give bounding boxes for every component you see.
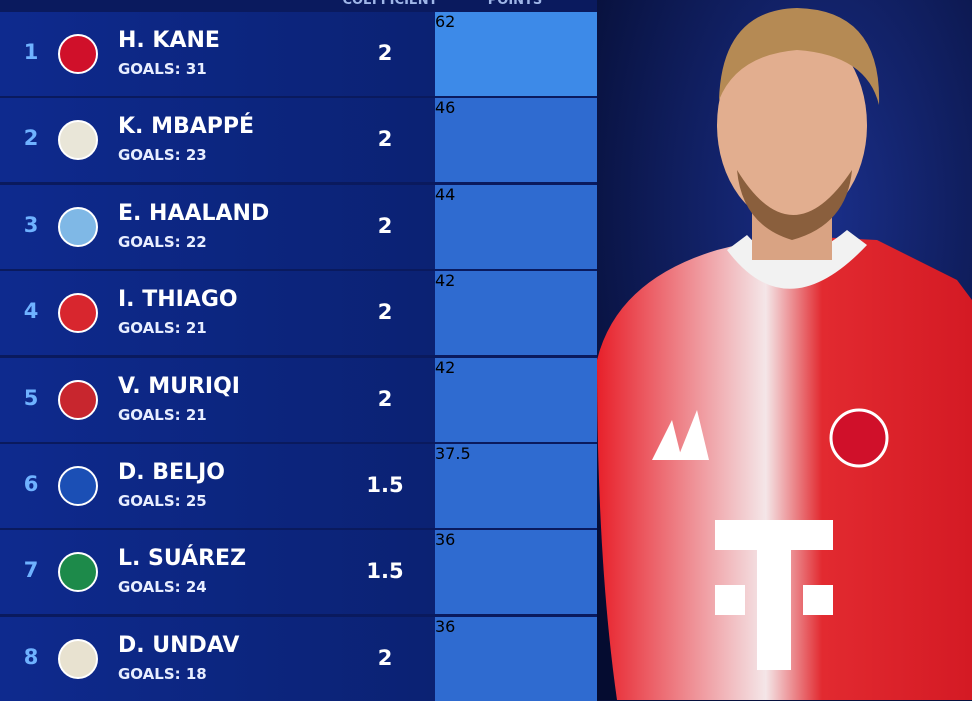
rank: 8: [23, 644, 39, 669]
table-row: 8 D. UNDAV GOALS: 18 2 36: [0, 616, 597, 701]
player-name: L. SUÁREZ: [118, 546, 247, 572]
table-row: 3 E. HAALAND GOALS: 22 2 44: [0, 184, 597, 269]
coefficient: 2: [377, 386, 393, 411]
column-header: POINTS: [487, 0, 543, 8]
points: 42: [435, 271, 456, 291]
points-cell: 37.5: [435, 444, 597, 528]
points: 46: [435, 98, 456, 118]
player-name: E. HAALAND: [118, 200, 270, 226]
player-name: V. MURIQI: [118, 373, 240, 399]
club-crest: [58, 120, 98, 161]
club-crest: [58, 293, 98, 334]
club-crest: [58, 206, 98, 247]
rank: 3: [23, 212, 39, 237]
coefficient: 1.5: [366, 559, 404, 584]
points: 36: [435, 530, 456, 550]
club-crest: [58, 466, 98, 506]
coefficient: 2: [377, 645, 393, 670]
points-cell: 46: [435, 98, 597, 183]
club-crest: [58, 638, 98, 679]
rank: 7: [23, 558, 39, 583]
table-row: 4 I. THIAGO GOALS: 21 2 42: [0, 271, 597, 356]
club-crest: [58, 552, 98, 593]
club-crest: [58, 34, 98, 74]
points-cell: 42: [435, 357, 597, 442]
points: 37.5: [435, 444, 471, 463]
player-name: K. MBAPPÉ: [118, 114, 255, 140]
table-row: 5 V. MURIQI GOALS: 21 2 42: [0, 357, 597, 442]
goals: GOALS: 24: [118, 578, 207, 597]
goals: GOALS: 23: [118, 146, 207, 165]
goals: GOALS: 18: [118, 664, 207, 683]
rank: 6: [23, 472, 39, 496]
points: 44: [435, 184, 456, 204]
goals: GOALS: 31: [118, 60, 207, 78]
points: 36: [435, 616, 456, 636]
rank: 5: [23, 385, 39, 410]
goals: GOALS: 21: [118, 405, 207, 424]
coefficient: 2: [377, 213, 393, 238]
coefficient: 2: [377, 41, 393, 65]
points-cell: 44: [435, 184, 597, 269]
table-row: 2 K. MBAPPÉ GOALS: 23 2 46: [0, 98, 597, 183]
rank: 2: [23, 126, 39, 151]
standings-table: COEFFICIENT POINTS 1 H. KANE GOALS: 31 2 62 2…: [0, 0, 600, 701]
points-cell: 36: [435, 530, 597, 615]
club-crest: [58, 379, 98, 420]
points-cell: 42: [435, 271, 597, 356]
column-header: COEFFICIENT: [342, 0, 438, 8]
coefficient: 2: [377, 300, 393, 325]
goals: GOALS: 25: [118, 492, 207, 510]
rank: 1: [23, 40, 39, 64]
points: 42: [435, 357, 456, 377]
table-row: 1 H. KANE GOALS: 31 2 62: [0, 12, 597, 96]
rank: 4: [23, 299, 39, 324]
player-name: I. THIAGO: [118, 287, 238, 313]
goals: GOALS: 22: [118, 232, 207, 251]
table-row: 7 L. SUÁREZ GOALS: 24 1.5 36: [0, 530, 597, 615]
points-cell: 62: [435, 12, 597, 96]
table-row: 6 D. BELJO GOALS: 25 1.5 37.5: [0, 444, 597, 528]
points-cell: 36: [435, 616, 597, 701]
player-name: D. BELJO: [118, 460, 225, 485]
player-photo: [597, 0, 972, 700]
goals: GOALS: 21: [118, 319, 207, 338]
player-name: H. KANE: [118, 28, 220, 53]
points: 62: [435, 12, 456, 31]
coefficient: 2: [377, 127, 393, 152]
player-name: D. UNDAV: [118, 632, 240, 658]
coefficient: 1.5: [366, 473, 404, 497]
